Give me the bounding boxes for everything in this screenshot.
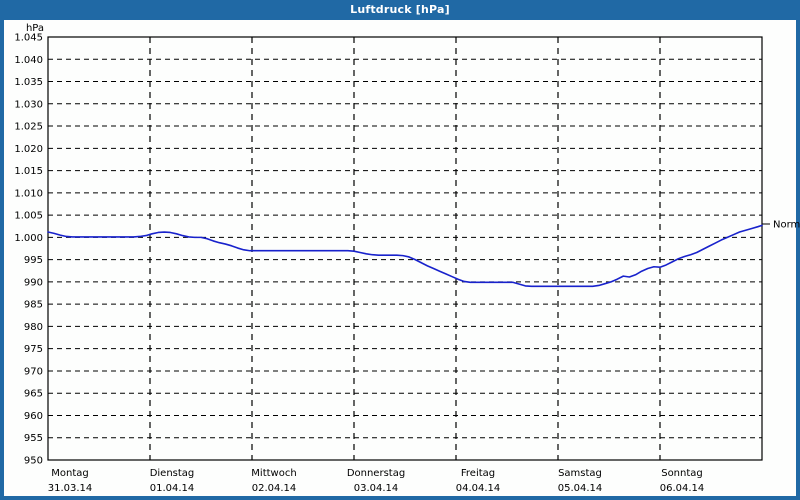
x-axis-day-label: Montag — [51, 468, 88, 479]
x-axis-date-label: 02.04.14 — [252, 483, 297, 494]
y-axis-tick-label: 965 — [24, 389, 43, 400]
window-title-bar: Luftdruck [hPa] — [0, 0, 800, 20]
chart-canvas: 1.045 1.040 1.035 1.030 1.025 1.020 1.015 1.010… — [0, 20, 800, 500]
x-axis-day-label: Sonntag — [661, 468, 703, 479]
x-axis-date-label: 03.04.14 — [354, 483, 399, 494]
y-axis-tick-label: 995 — [24, 255, 43, 266]
x-axis-date-label: 31.03.14 — [48, 483, 93, 494]
x-axis-date-label: 04.04.14 — [456, 483, 501, 494]
y-axis-tick-label: 980 — [24, 322, 43, 333]
y-axis-tick-label: 960 — [24, 411, 43, 422]
plot-frame — [47, 36, 763, 461]
x-axis-labels: Montag 31.03.14 Dienstag 01.04.14 Mittwoch 02… — [48, 468, 705, 494]
y-axis-tick-label: 1.005 — [14, 211, 43, 222]
y-axis-tick-label: 1.000 — [14, 233, 43, 244]
y-axis-tick-label: 1.010 — [14, 188, 43, 199]
y-axis-unit-label: hPa — [26, 23, 44, 34]
x-axis-day-label: Samstag — [558, 468, 602, 479]
y-axis-tick-label: 990 — [24, 277, 43, 288]
y-axis-tick-label: 970 — [24, 366, 43, 377]
day-separator-layer — [149, 37, 661, 460]
y-axis-tick-label: 1.030 — [14, 99, 43, 110]
y-axis-tick-label: 1.015 — [14, 166, 43, 177]
y-axis-tick-label: 985 — [24, 300, 43, 311]
x-axis-day-label: Freitag — [461, 468, 495, 479]
y-axis-tick-label: 1.045 — [14, 33, 43, 44]
page-title: Luftdruck [hPa] — [350, 3, 450, 16]
x-axis-day-label: Dienstag — [150, 468, 195, 479]
y-axis-tick-label: 1.025 — [14, 122, 43, 133]
pressure-series-line — [47, 224, 763, 288]
x-axis-date-label: 06.04.14 — [660, 483, 705, 494]
x-axis-day-label: Mittwoch — [251, 468, 296, 479]
pressure-chart: 1.045 1.040 1.035 1.030 1.025 1.020 1.015 1.010… — [14, 23, 800, 494]
y-axis-tick-label: 955 — [24, 433, 43, 444]
x-axis-date-label: 01.04.14 — [150, 483, 195, 494]
grid-layer — [48, 36, 762, 439]
y-axis-tick-label: 1.020 — [14, 144, 43, 155]
y-axis-tick-label: 1.040 — [14, 55, 43, 66]
x-axis-day-label: Donnerstag — [347, 468, 405, 479]
x-axis-date-label: 05.04.14 — [558, 483, 603, 494]
y-axis-labels: 1.045 1.040 1.035 1.030 1.025 1.020 1.015 1.010… — [14, 33, 43, 467]
normal-reference-label: Normal — [773, 220, 800, 231]
y-axis-tick-label: 1.035 — [14, 77, 43, 88]
y-axis-tick-label: 950 — [24, 456, 43, 467]
y-axis-tick-label: 975 — [24, 344, 43, 355]
